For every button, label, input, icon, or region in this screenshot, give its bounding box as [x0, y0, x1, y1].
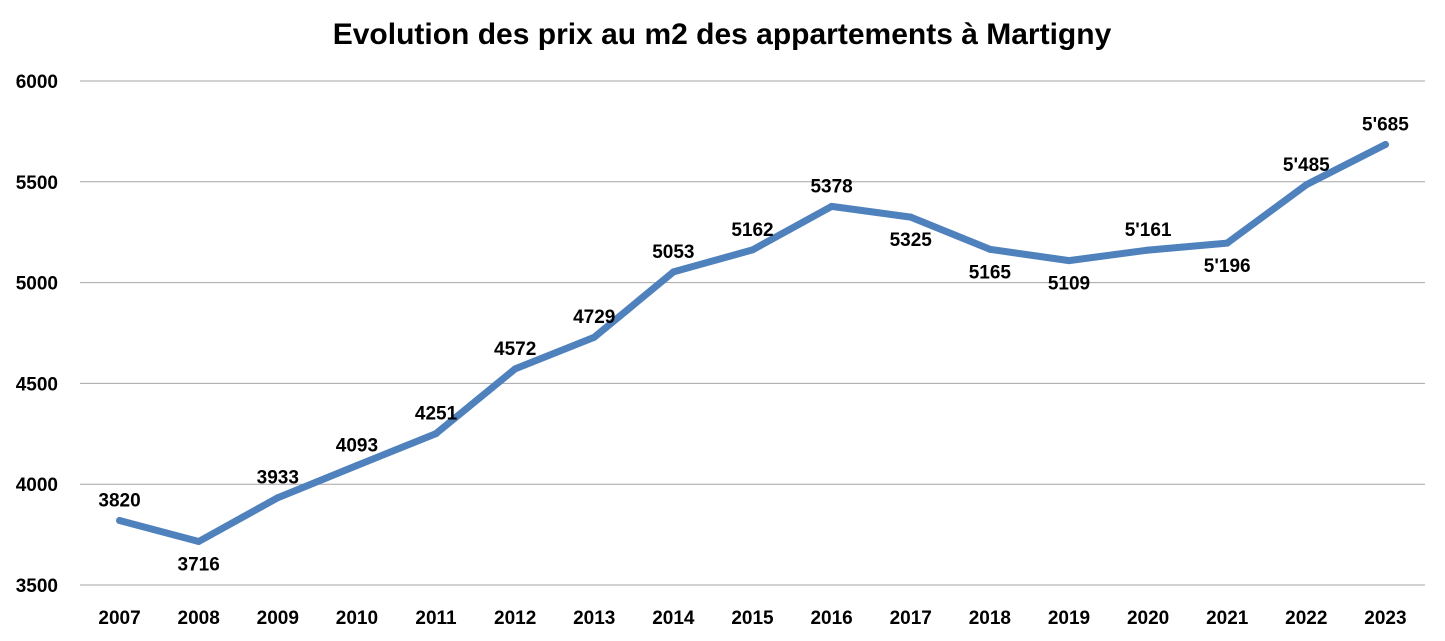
- data-point: [907, 213, 915, 221]
- data-label: 5'161: [1125, 220, 1172, 241]
- x-tick-label: 2014: [652, 608, 695, 629]
- data-point: [749, 246, 756, 254]
- data-label: 4251: [415, 404, 458, 425]
- y-tick-label: 5500: [16, 173, 58, 194]
- x-tick-label: 2021: [1206, 608, 1249, 629]
- x-tick-label: 2010: [336, 608, 378, 629]
- x-tick-label: 2009: [257, 608, 299, 629]
- data-point: [274, 494, 282, 502]
- data-label: 5053: [652, 242, 694, 263]
- gridlines: [80, 80, 1425, 586]
- y-tick-label: 4500: [16, 374, 58, 395]
- data-label: 5109: [1048, 274, 1090, 295]
- data-point: [353, 461, 361, 469]
- data-label: 4572: [494, 339, 536, 360]
- data-point: [590, 333, 598, 341]
- data-point: [669, 268, 677, 276]
- y-tick-label: 6000: [16, 72, 58, 93]
- y-axis: 3500 4000 4500 5000 5500 6000: [16, 72, 58, 597]
- data-point: [1223, 239, 1231, 247]
- y-tick-label: 4000: [16, 475, 58, 496]
- data-label: 5'196: [1204, 256, 1251, 277]
- y-tick-label: 3500: [16, 576, 58, 597]
- data-label: 3820: [98, 490, 140, 511]
- data-label: 5378: [810, 176, 852, 197]
- series-line-0: [116, 141, 1389, 545]
- x-tick-label: 2022: [1285, 608, 1327, 629]
- data-label: 5'485: [1283, 155, 1330, 176]
- data-point: [986, 245, 994, 253]
- data-label: 5325: [890, 230, 933, 251]
- data-point: [828, 202, 836, 210]
- data-point: [1381, 141, 1389, 149]
- data-label: 3933: [257, 468, 299, 489]
- x-tick-label: 2019: [1048, 608, 1090, 629]
- x-tick-label: 2018: [969, 608, 1011, 629]
- chart-title: Evolution des prix au m2 des appartement…: [333, 18, 1112, 51]
- data-point: [1065, 257, 1073, 265]
- x-tick-label: 2007: [98, 608, 140, 629]
- x-tick-label: 2015: [731, 608, 774, 629]
- x-axis: 2007 2008 2009 2010 2011 2012 2013 2014 2015 2016…: [98, 608, 1406, 629]
- x-tick-label: 2011: [415, 608, 457, 629]
- data-point: [116, 516, 124, 524]
- series-layer: [116, 141, 1389, 545]
- x-tick-label: 2017: [890, 608, 932, 629]
- x-tick-label: 2012: [494, 608, 536, 629]
- x-tick-label: 2013: [573, 608, 615, 629]
- data-label: 5162: [731, 220, 773, 241]
- data-point: [195, 537, 203, 545]
- x-tick-label: 2020: [1127, 608, 1169, 629]
- y-tick-label: 5000: [16, 274, 58, 295]
- data-point: [1144, 246, 1152, 254]
- x-tick-label: 2023: [1364, 608, 1406, 629]
- x-tick-label: 2008: [178, 608, 220, 629]
- data-labels: 3820 3716 3933 4093 4251 4572 4729 5053 5162 5378…: [98, 115, 1409, 576]
- data-point: [432, 430, 440, 438]
- data-point: [511, 365, 519, 373]
- data-label: 3716: [178, 554, 220, 575]
- data-point: [1302, 181, 1310, 189]
- data-label: 5165: [969, 262, 1012, 283]
- data-label: 4729: [573, 307, 615, 328]
- x-tick-label: 2016: [810, 608, 852, 629]
- data-label: 5'685: [1362, 115, 1409, 136]
- data-label: 4093: [336, 435, 378, 456]
